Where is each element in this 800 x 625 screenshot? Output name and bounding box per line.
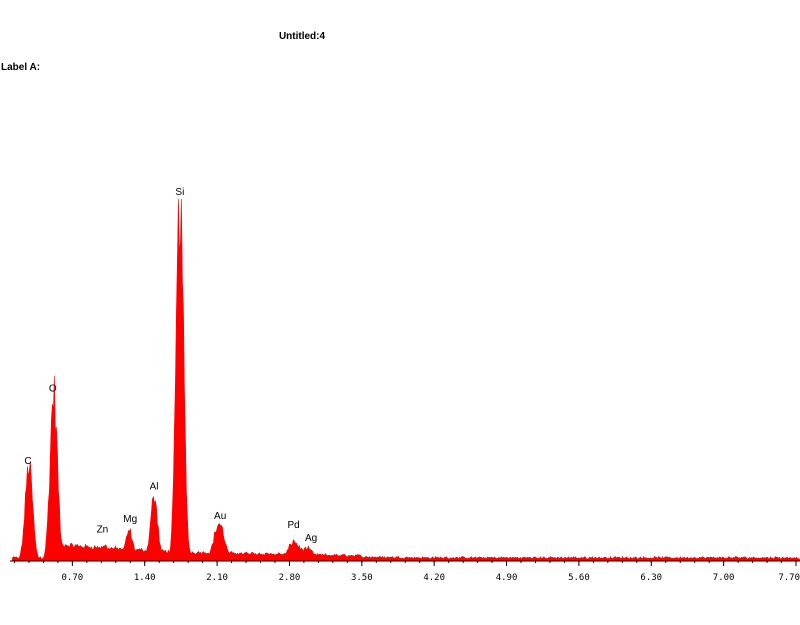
label-a: Label A: bbox=[1, 62, 41, 73]
peak-label-au: Au bbox=[214, 511, 226, 522]
peak-label-mg: Mg bbox=[123, 514, 137, 525]
x-tick-label: 2.10 bbox=[206, 573, 228, 583]
x-tick-label: 5.60 bbox=[568, 573, 590, 583]
spectrum-area bbox=[12, 198, 800, 562]
peak-label-ag: Ag bbox=[305, 533, 317, 544]
x-tick-label: 1.40 bbox=[134, 573, 156, 583]
x-tick-label: 0.70 bbox=[62, 573, 84, 583]
x-tick-label: 6.30 bbox=[640, 573, 662, 583]
peak-label-al: Al bbox=[150, 481, 159, 492]
peak-label-zn: Zn bbox=[97, 525, 109, 536]
x-tick-label: 7.70 bbox=[778, 573, 800, 583]
peak-label-pd: Pd bbox=[287, 520, 299, 531]
window-title: Untitled:4 bbox=[278, 31, 326, 42]
x-tick-label: 4.20 bbox=[423, 573, 445, 583]
spectrum-series bbox=[12, 198, 800, 562]
peak-labels: C O Zn Mg Al Si Au Pd Ag bbox=[24, 187, 317, 544]
x-axis-ticks: 0.70 1.40 2.10 2.80 3.50 4.20 4.90 5.60 6.30 7.00… bbox=[13, 561, 800, 583]
peak-label-o: O bbox=[49, 383, 57, 394]
x-tick-label: 2.80 bbox=[279, 573, 301, 583]
peak-label-si: Si bbox=[175, 187, 184, 198]
x-tick-label: 7.00 bbox=[713, 573, 735, 583]
x-tick-label: 3.50 bbox=[351, 573, 373, 583]
x-tick-label: 4.90 bbox=[496, 573, 518, 583]
peak-label-c: C bbox=[24, 456, 31, 467]
